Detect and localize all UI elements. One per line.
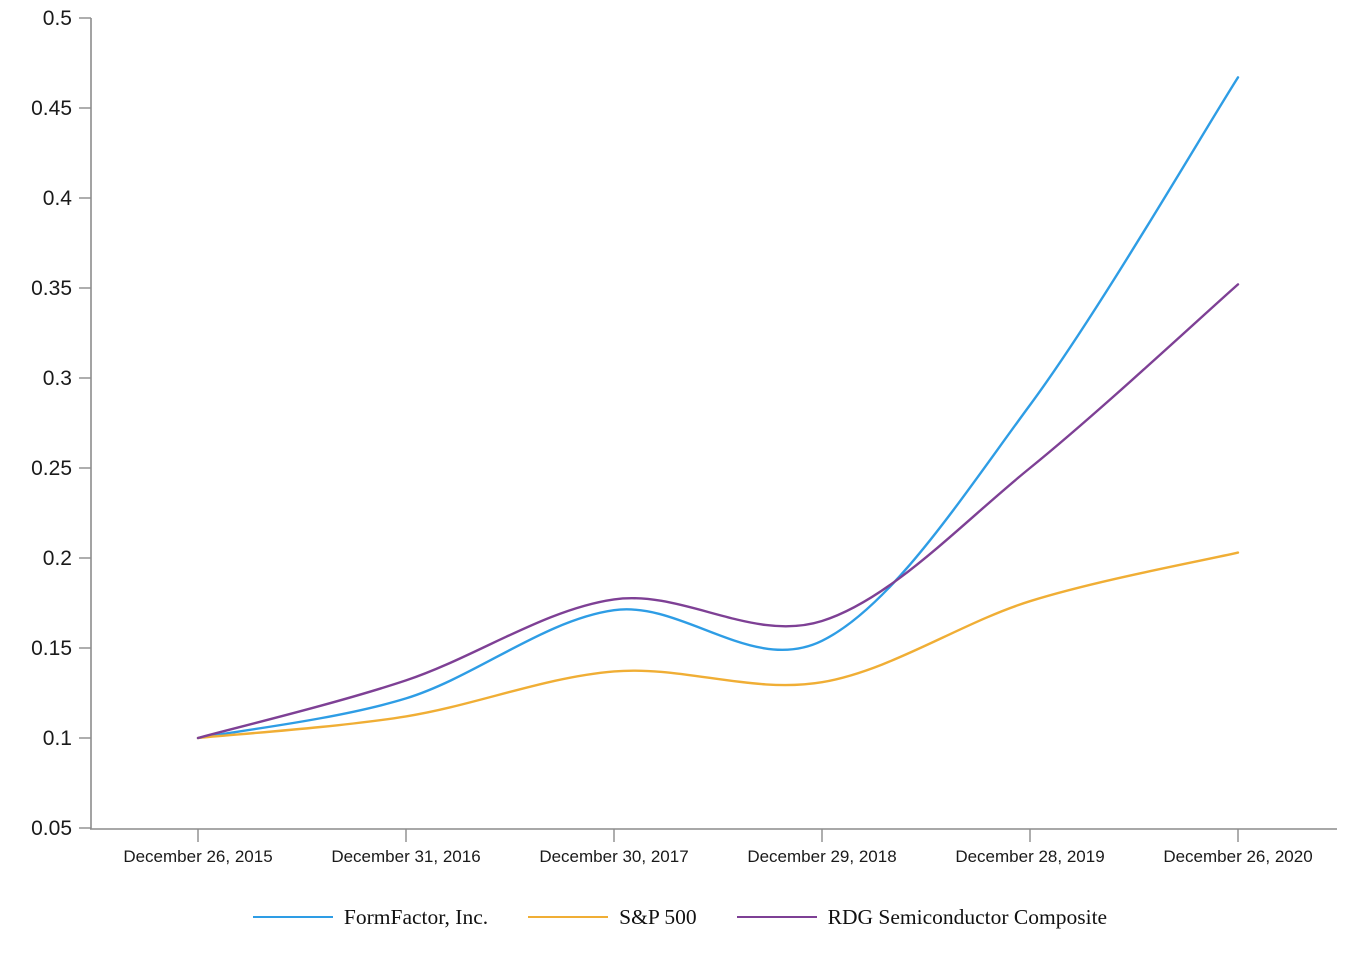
x-tick-label: December 31, 2016 [331, 847, 480, 866]
y-tick-label: 0.45 [31, 97, 72, 120]
y-tick-label: 0.3 [43, 367, 72, 390]
series-line-0 [196, 76, 1240, 740]
legend-label: RDG Semiconductor Composite [827, 904, 1108, 929]
x-tick-label: December 28, 2019 [955, 847, 1104, 866]
legend-label: FormFactor, Inc. [343, 904, 489, 929]
y-tick-label: 0.5 [43, 7, 72, 30]
legend-line-swatch [736, 915, 817, 919]
series-line-2 [196, 283, 1240, 740]
y-tick-label: 0.1 [43, 727, 72, 750]
legend-item-2: RDG Semiconductor Composite [736, 904, 1108, 930]
x-tick-label: December 29, 2018 [747, 847, 896, 866]
x-tick-label: December 26, 2020 [1163, 847, 1312, 866]
legend-item-1: S&P 500 [528, 904, 697, 930]
series-line-1 [196, 551, 1240, 740]
y-tick-label: 0.35 [31, 277, 72, 300]
legend-item-0: FormFactor, Inc. [252, 904, 489, 930]
y-tick-label: 0.4 [43, 187, 73, 210]
y-tick-label: 0.15 [31, 637, 72, 660]
x-tick-label: December 30, 2017 [539, 847, 688, 866]
legend-line-swatch [528, 915, 609, 919]
chart-legend: FormFactor, Inc. S&P 500 RDG Semiconductor… [0, 897, 1360, 937]
legend-line-swatch [252, 915, 333, 919]
legend-label: S&P 500 [619, 904, 697, 929]
x-tick-label: December 26, 2015 [123, 847, 272, 866]
y-tick-label: 0.25 [31, 457, 72, 480]
y-tick-label: 0.2 [43, 547, 72, 570]
y-tick-label: 0.05 [31, 817, 72, 840]
